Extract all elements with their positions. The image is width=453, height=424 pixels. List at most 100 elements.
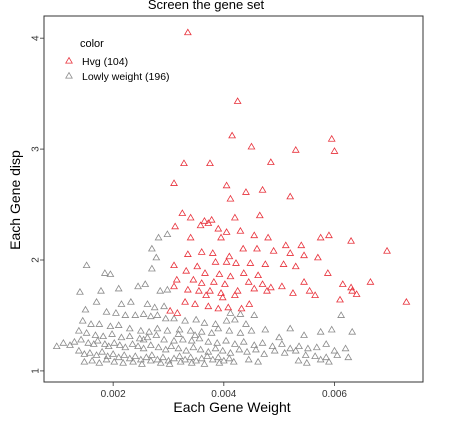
- hvg-point: [181, 297, 190, 305]
- lowly-weight-point: [163, 230, 172, 237]
- hvg-point: [230, 291, 239, 298]
- lowly-weight-point: [337, 311, 346, 318]
- lowly-weight-point: [301, 351, 310, 358]
- lowly-weight-point: [322, 353, 331, 361]
- lowly-weight-point: [89, 340, 98, 347]
- hvg-point: [245, 300, 254, 307]
- hvg-point: [338, 280, 347, 287]
- lowly-weight-point: [341, 344, 350, 352]
- hvg-point: [327, 134, 336, 142]
- lowly-weight-point: [114, 353, 123, 361]
- hvg-point: [214, 304, 223, 312]
- hvg-point: [242, 188, 250, 195]
- hvg-point: [209, 277, 218, 285]
- lowly-weight-point: [175, 352, 184, 359]
- legend-key-hvg-triangle: [65, 56, 73, 64]
- lowly-weight-point: [197, 327, 206, 335]
- plot-panel-border: [43, 15, 424, 383]
- hvg-point: [186, 233, 195, 241]
- lowly-weight-point: [88, 356, 97, 364]
- lowly-weight-point: [78, 316, 87, 324]
- lowly-weight-point: [136, 326, 145, 334]
- lowly-weight-point: [222, 316, 231, 324]
- legend-key-lowly-weight-triangle: [65, 71, 73, 79]
- lowly-weight-point: [250, 311, 259, 318]
- lowly-weight-point: [174, 330, 183, 337]
- hvg-point: [266, 158, 275, 165]
- hvg-point: [232, 259, 240, 266]
- lowly-weight-point: [74, 326, 83, 334]
- legend-label-lowly-weight: Lowly weight (196): [82, 71, 170, 83]
- lowly-weight-point: [312, 343, 321, 351]
- lowly-weight-point: [316, 355, 325, 363]
- hvg-point: [330, 147, 339, 154]
- lowly-weight-point: [277, 340, 286, 347]
- lowly-weight-point: [176, 357, 185, 365]
- lowly-weight-point: [98, 347, 107, 355]
- x-tick-label: 0.002: [101, 389, 126, 400]
- lowly-weight-point: [128, 340, 137, 347]
- lowly-weight-point: [187, 336, 196, 344]
- lowly-weight-point: [153, 324, 162, 332]
- lowly-weight-point: [300, 331, 308, 338]
- lowly-weight-point: [251, 345, 260, 353]
- hvg-point: [178, 209, 187, 216]
- lowly-weight-point: [121, 343, 130, 351]
- lowly-weight-point: [106, 270, 115, 277]
- lowly-weight-point: [303, 344, 312, 352]
- hvg-point: [225, 252, 234, 260]
- lowly-weight-point: [110, 357, 119, 365]
- hvg-point: [247, 142, 256, 150]
- lowly-weight-point: [239, 337, 248, 345]
- hvg-point: [323, 269, 332, 276]
- hvg-point: [228, 131, 237, 139]
- legend-label-hvg: Hvg (104): [82, 56, 128, 68]
- lowly-weight-point: [175, 325, 184, 333]
- lowly-weight-point: [163, 326, 172, 334]
- lowly-weight-point: [93, 336, 102, 344]
- lowly-weight-point: [348, 327, 357, 335]
- lowly-weight-point: [95, 320, 104, 327]
- hvg-point: [300, 277, 308, 285]
- lowly-weight-point: [189, 343, 198, 351]
- hvg-point: [352, 290, 361, 297]
- hvg-point: [253, 244, 261, 252]
- lowly-weight-point: [76, 287, 84, 295]
- lowly-weight-point: [114, 284, 123, 292]
- lowly-weight-point: [141, 280, 150, 287]
- lowly-weight-point: [196, 345, 205, 353]
- y-tick-label: 3: [31, 146, 42, 152]
- hvg-point: [233, 97, 242, 104]
- hvg-point: [218, 293, 227, 301]
- lowly-weight-point: [181, 316, 190, 324]
- lowly-weight-point: [52, 342, 61, 350]
- hvg-point: [196, 221, 205, 229]
- hvg-point: [239, 244, 248, 252]
- lowly-weight-point: [186, 326, 195, 334]
- hvg-point: [313, 253, 322, 261]
- lowly-weight-point: [219, 356, 228, 364]
- lowly-weight-point: [154, 233, 163, 241]
- lowly-weight-point: [92, 351, 101, 358]
- lowly-weight-point: [143, 333, 152, 341]
- lowly-weight-point: [125, 324, 134, 332]
- y-tick-label: 2: [31, 257, 42, 263]
- hvg-point: [230, 213, 239, 221]
- lowly-weight-point: [236, 329, 245, 336]
- hvg-point: [214, 224, 223, 232]
- lowly-weight-point: [145, 327, 154, 335]
- series-lowly-weight: [52, 230, 357, 367]
- lowly-weight-point: [120, 351, 129, 358]
- lowly-weight-point: [87, 320, 95, 327]
- lowly-weight-point: [181, 355, 190, 363]
- hvg-point: [383, 246, 391, 254]
- lowly-weight-point: [82, 329, 91, 336]
- lowly-weight-point: [146, 341, 155, 348]
- hvg-point: [217, 289, 225, 296]
- hvg-point: [297, 241, 306, 249]
- lowly-weight-point: [225, 326, 234, 334]
- hvg-point: [182, 266, 191, 274]
- hvg-point: [194, 286, 203, 294]
- lowly-weight-point: [214, 324, 223, 332]
- lowly-weight-point: [327, 325, 336, 333]
